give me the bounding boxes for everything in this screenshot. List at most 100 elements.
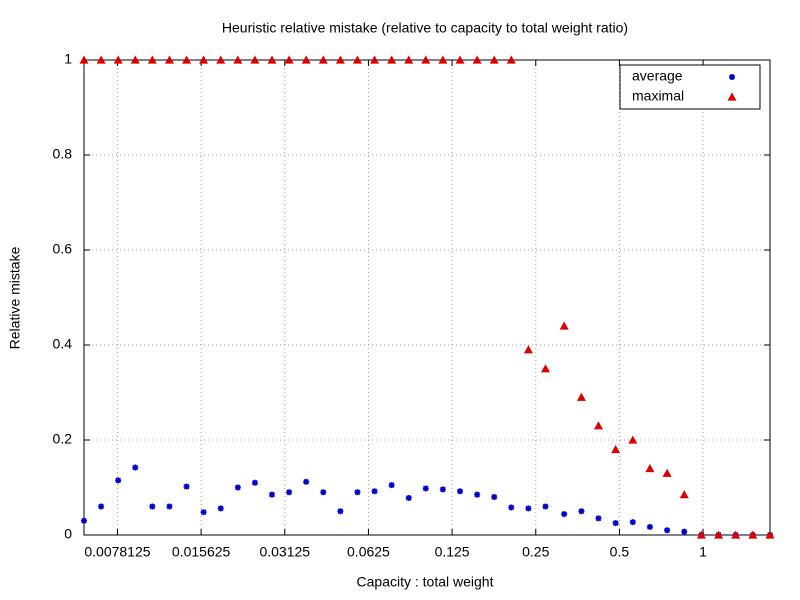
point <box>113 55 123 64</box>
legend-marker <box>729 74 735 80</box>
point <box>714 530 724 539</box>
point <box>696 530 706 539</box>
point <box>147 55 157 64</box>
point <box>234 484 241 491</box>
point <box>388 482 395 489</box>
point <box>217 505 224 512</box>
point <box>540 364 550 373</box>
point <box>765 530 775 539</box>
chart-title: Heuristic relative mistake (relative to … <box>222 20 628 36</box>
point <box>629 519 636 526</box>
point <box>286 489 293 496</box>
y-tick-label: 0.8 <box>53 146 73 162</box>
point <box>679 490 689 499</box>
point <box>455 55 465 64</box>
point <box>354 489 361 496</box>
point <box>561 511 568 518</box>
x-tick-label: 0.25 <box>522 544 549 560</box>
point <box>593 421 603 430</box>
point <box>646 523 653 530</box>
point <box>320 489 327 496</box>
x-tick-label: 0.0625 <box>347 544 390 560</box>
legend-label: maximal <box>632 88 684 104</box>
y-tick-label: 0.6 <box>53 241 73 257</box>
point <box>559 321 569 330</box>
point <box>199 55 209 64</box>
point <box>611 445 621 454</box>
y-tick-label: 0 <box>64 526 72 542</box>
point <box>523 345 533 354</box>
point <box>662 468 672 477</box>
y-tick-label: 0.2 <box>53 431 73 447</box>
point <box>216 55 226 64</box>
y-axis-label: Relative mistake <box>7 246 23 349</box>
x-tick-label: 0.0078125 <box>84 544 150 560</box>
point <box>268 491 275 498</box>
point <box>525 505 532 512</box>
point <box>164 55 174 64</box>
x-tick-label: 0.5 <box>610 544 630 560</box>
point <box>628 435 638 444</box>
point <box>664 527 671 534</box>
y-tick-label: 0.4 <box>53 336 73 352</box>
x-tick-label: 0.03125 <box>259 544 310 560</box>
point <box>578 508 585 515</box>
point <box>166 503 173 510</box>
point <box>352 55 362 64</box>
point <box>233 55 243 64</box>
x-tick-label: 1 <box>699 544 707 560</box>
point <box>457 488 464 495</box>
legend-label: average <box>632 68 683 84</box>
point <box>612 520 619 527</box>
point <box>115 477 122 484</box>
point <box>182 55 192 64</box>
point <box>371 488 378 495</box>
point <box>681 528 688 535</box>
point <box>474 491 481 498</box>
point <box>508 504 515 511</box>
x-tick-label: 0.015625 <box>172 544 231 560</box>
point <box>132 464 139 471</box>
point <box>200 509 207 516</box>
legend-box <box>619 64 761 110</box>
point <box>748 530 758 539</box>
point <box>421 55 431 64</box>
point <box>576 392 586 401</box>
point <box>439 486 446 493</box>
point <box>267 55 277 64</box>
point <box>335 55 345 64</box>
point <box>370 55 380 64</box>
point <box>404 55 414 64</box>
point <box>284 55 294 64</box>
point <box>81 517 87 524</box>
x-tick-label: 0.125 <box>435 544 470 560</box>
point <box>472 55 482 64</box>
point <box>251 479 258 486</box>
legend-marker <box>727 92 737 101</box>
point <box>98 503 105 510</box>
point <box>387 55 397 64</box>
point <box>130 55 140 64</box>
point <box>645 464 655 473</box>
point <box>318 55 328 64</box>
point <box>506 55 516 64</box>
point <box>491 494 498 500</box>
point <box>79 55 89 64</box>
point <box>438 55 448 64</box>
point <box>96 55 106 64</box>
point <box>595 515 602 522</box>
point <box>301 55 311 64</box>
point <box>303 478 310 485</box>
point <box>731 530 741 539</box>
point <box>250 55 260 64</box>
y-tick-label: 1 <box>64 51 72 67</box>
point <box>542 503 549 510</box>
point <box>422 485 429 492</box>
x-axis-label: Capacity : total weight <box>357 574 494 590</box>
point <box>149 503 156 510</box>
point <box>337 508 344 515</box>
point <box>489 55 499 64</box>
point <box>405 494 412 501</box>
point <box>183 483 190 490</box>
